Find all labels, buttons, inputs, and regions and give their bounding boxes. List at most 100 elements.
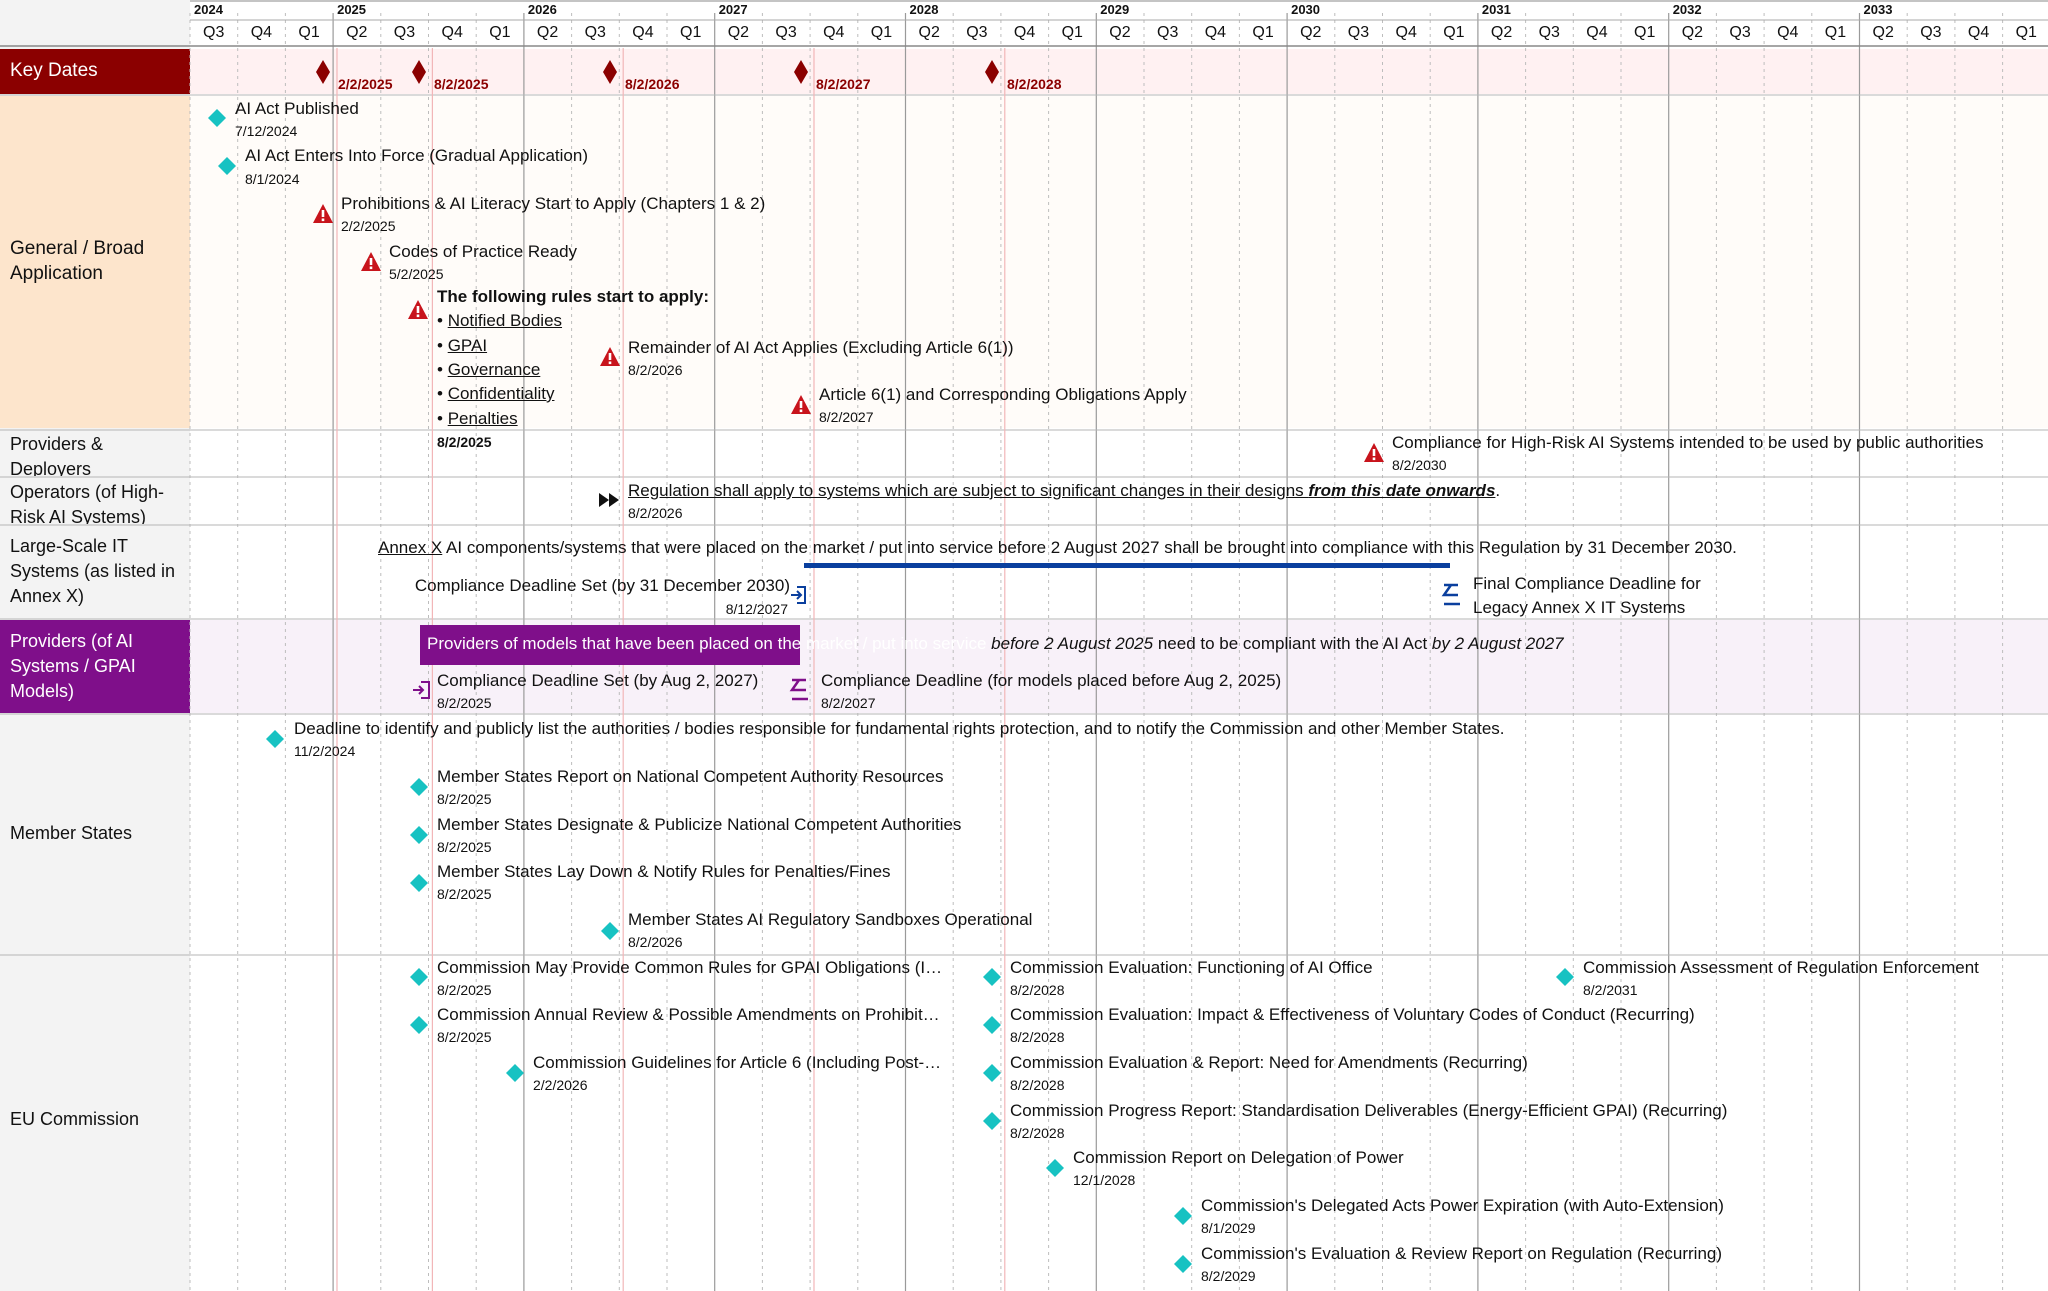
final-deadline-icon (1441, 583, 1460, 606)
row-label-member-states: Member States (10, 823, 133, 843)
quarter-label: Q4 (632, 24, 654, 41)
quarter-label: Q2 (1681, 24, 1704, 41)
year-label: 2025 (337, 2, 367, 17)
operators-label-b: from this date onwards (1308, 481, 1496, 500)
gpai-banner-c: need to be compliant with the AI Act (1153, 634, 1432, 653)
annex-link[interactable]: Annex X (378, 538, 443, 557)
quarter-label: Q4 (1967, 24, 1990, 41)
row-label-large-scale: Large-Scale IT Systems (as listed in Ann… (10, 536, 176, 606)
quarter-label: Q4 (1204, 24, 1227, 41)
milestone-date: 8/2/2030 (1392, 457, 1447, 473)
milestone-date: 5/2/2025 (389, 266, 444, 282)
quarter-label: Q1 (298, 24, 320, 41)
general-band (190, 96, 2048, 428)
milestone-label: Compliance Deadline Set (by Aug 2, 2027) (437, 671, 759, 690)
timeline-marks (208, 60, 1574, 1273)
milestone-diamond-icon (410, 826, 428, 844)
quarter-label: Q4 (823, 24, 845, 41)
quarter-label: Q1 (2015, 24, 2037, 41)
milestone-diamond-icon (1046, 1159, 1064, 1177)
rules-item: • Governance (437, 360, 541, 379)
quarter-label: Q1 (1443, 24, 1465, 41)
gpai-banner-bg (420, 625, 800, 665)
rules-date: 8/2/2025 (437, 434, 492, 450)
gpai-banner-b: before 2 August 2025 (991, 634, 1154, 653)
key-date-diamond-icon (985, 60, 999, 84)
quarter-label: Q4 (1586, 24, 1608, 41)
milestone-label: Compliance Deadline Set (by 31 December … (414, 576, 790, 595)
quarter-label: Q3 (1538, 24, 1560, 41)
milestone-date: 8/2/2028 (1010, 1029, 1065, 1045)
warning-icon-dot (369, 266, 373, 270)
quarter-label: Q3 (203, 24, 225, 41)
row-label-providers-deployers: Providers & Deployers (10, 434, 104, 476)
milestone-label: Commission Annual Review & Possible Amen… (437, 1005, 940, 1024)
milestone-label: Commission's Delegated Acts Power Expira… (1201, 1196, 1724, 1215)
rules-item-text: Penalties (447, 409, 518, 428)
quarter-label: Q1 (1634, 24, 1656, 41)
milestone-date: 7/12/2024 (235, 123, 298, 139)
key-date-label: 8/2/2026 (625, 76, 680, 92)
milestone-label: Commission May Provide Common Rules for … (437, 958, 943, 977)
milestone-label: Compliance for High-Risk AI Systems inte… (1392, 433, 1984, 452)
quarter-label: Q3 (1729, 24, 1751, 41)
milestone-diamond-icon (1174, 1207, 1192, 1225)
year-label: 2032 (1672, 2, 1702, 17)
key-date-label: 8/2/2025 (434, 76, 489, 92)
rules-item: • Penalties (437, 409, 518, 428)
year-label: 2027 (718, 2, 748, 17)
warning-icon-dot (608, 361, 612, 365)
year-label: 2033 (1863, 2, 1893, 17)
row-label-general: General / Broad Application (10, 238, 145, 284)
quarter-label: Q3 (393, 24, 416, 41)
quarter-label: Q2 (1109, 24, 1131, 41)
milestone-date: 8/2/2027 (819, 409, 874, 425)
quarter-label: Q3 (1920, 24, 1942, 41)
quarter-label: Q3 (775, 24, 797, 41)
milestone-label: Compliance Deadline (for models placed b… (821, 671, 1282, 690)
operators-label-c: . (1495, 481, 1501, 500)
milestone-diamond-icon (1556, 968, 1574, 986)
milestone-label: Legacy Annex X IT Systems (1473, 598, 1686, 617)
rules-item-text: Governance (447, 360, 541, 379)
milestone-date: 8/2/2027 (821, 695, 876, 711)
milestone-date: 8/12/2027 (725, 601, 788, 617)
milestone-label: Commission Guidelines for Article 6 (Inc… (533, 1053, 942, 1072)
milestone-label: Codes of Practice Ready (389, 242, 578, 261)
year-label: 2030 (1291, 2, 1321, 17)
milestone-date: 8/2/2028 (1010, 1077, 1065, 1093)
warning-icon-dot (799, 409, 803, 413)
operators-label: Regulation shall apply to systems which … (628, 480, 1500, 502)
milestone-date: 8/2/2025 (437, 839, 492, 855)
key-date-label: 2/2/2025 (338, 76, 393, 92)
key-dates-label-bg (0, 49, 190, 94)
quarter-label: Q1 (680, 24, 702, 41)
year-label: 2028 (909, 2, 939, 17)
milestone-diamond-icon (983, 1064, 1001, 1082)
milestone-date: 8/2/2031 (1583, 982, 1638, 998)
milestone-diamond-icon (410, 968, 428, 986)
quarter-label: Q2 (346, 24, 368, 41)
gpai-banner-a: Providers of models that have been place… (427, 634, 992, 653)
milestone-date: 8/2/2025 (437, 791, 492, 807)
milestone-date: 8/2/2028 (1010, 982, 1065, 998)
quarter-label: Q1 (489, 24, 511, 41)
quarter-label: Q2 (536, 24, 559, 41)
key-date-label: 8/2/2027 (816, 76, 871, 92)
milestone-label: Prohibitions & AI Literacy Start to Appl… (341, 194, 766, 213)
milestone-date: 8/2/2026 (628, 934, 683, 950)
milestone-label: Member States AI Regulatory Sandboxes Op… (628, 910, 1033, 929)
year-label: 2029 (1100, 2, 1130, 17)
rules-item-text: Confidentiality (447, 384, 555, 403)
milestone-date: 8/2/2025 (437, 695, 492, 711)
milestone-date: 8/2/2028 (1010, 1125, 1065, 1141)
quarter-label: Q2 (1300, 24, 1322, 41)
row-label-operators: Operators (of High-Risk AI Systems) (10, 482, 165, 524)
fast-forward-icon (599, 493, 609, 507)
annex-banner-text: AI components/systems that were placed o… (442, 538, 1737, 557)
rules-item: • GPAI (437, 336, 488, 355)
year-label: 2031 (1481, 2, 1511, 17)
milestone-label: Commission Evaluation: Functioning of AI… (1010, 958, 1373, 977)
key-date-diamond-icon (794, 60, 808, 84)
